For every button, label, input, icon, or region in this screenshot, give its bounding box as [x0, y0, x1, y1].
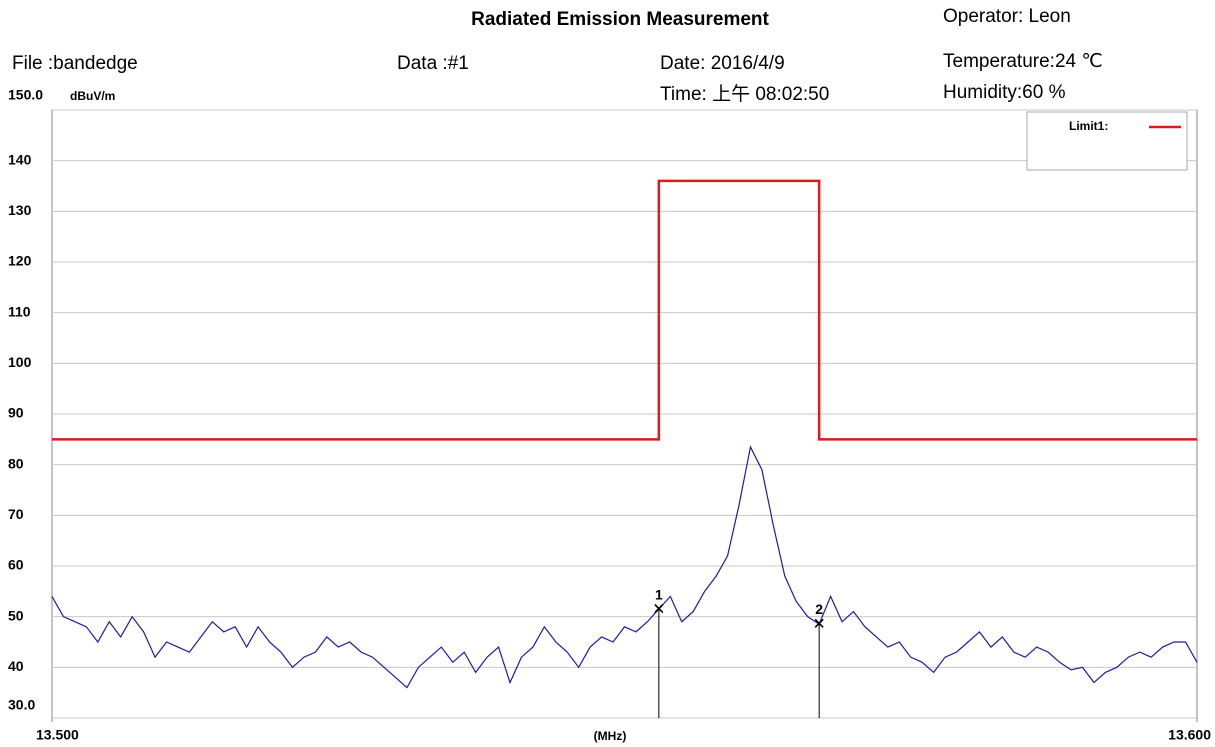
chart-title: Radiated Emission Measurement — [471, 9, 769, 30]
marker — [654, 603, 664, 614]
x-axis-label: (MHz) — [594, 729, 627, 743]
y-tick-label: 150.0 — [8, 87, 43, 103]
y-tick-label: 110 — [8, 303, 31, 319]
y-tick-label: 40 — [8, 658, 24, 674]
time: Time: 上午 08:02:50 — [660, 83, 829, 105]
file: File :bandedge — [12, 53, 138, 74]
series-line — [52, 179, 1197, 441]
y-tick-label: 30.0 — [8, 697, 35, 713]
marker — [814, 618, 824, 628]
operator: Operator: Leon — [943, 6, 1071, 27]
x-tick-label: 13.500 — [36, 727, 79, 743]
legend-label: Limit1: — [1069, 119, 1108, 133]
humidity: Humidity:60 % — [943, 82, 1066, 103]
y-tick-label: 90 — [8, 405, 24, 421]
y-tick-label: 140 — [8, 151, 32, 167]
data-id: Data :#1 — [397, 53, 469, 74]
y-tick-label: 80 — [8, 455, 24, 471]
y-unit: dBuV/m — [70, 89, 115, 103]
y-tick-label: 130 — [8, 202, 32, 218]
x-tick-label: 13.600 — [1168, 727, 1211, 743]
y-tick-label: 50 — [8, 607, 24, 623]
series-line — [51, 445, 1198, 689]
y-tick-label: 100 — [8, 354, 32, 370]
y-tick-label: 70 — [8, 506, 24, 522]
y-tick-label: 120 — [8, 253, 32, 269]
y-tick-label: 60 — [8, 557, 24, 573]
date: Date: 2016/4/9 — [660, 53, 785, 74]
temperature: Temperature:24 ℃ — [943, 51, 1103, 72]
legend-box — [1026, 111, 1188, 171]
marker-label: 2 — [815, 601, 823, 617]
marker-label: 1 — [655, 586, 663, 602]
